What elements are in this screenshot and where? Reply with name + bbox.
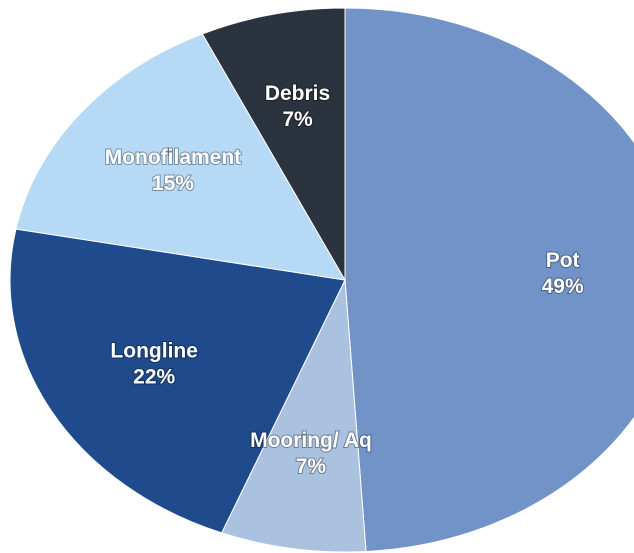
pie-slice — [344, 7, 634, 552]
slice-label: Debris — [265, 82, 330, 105]
pie-slice — [201, 7, 346, 282]
slice-value-label: 22% — [133, 366, 175, 389]
pie-slice — [15, 33, 346, 281]
slice-value-label: 7% — [296, 455, 327, 478]
pie — [9, 7, 634, 553]
slice-label: Mooring/ Aq — [250, 429, 372, 452]
labels: Pot 49% Mooring/ Aq 7% Longline 22% Monofilame… — [104, 81, 585, 479]
slice-label: Longline — [110, 340, 198, 363]
slice-value-label: 49% — [542, 275, 584, 298]
slice-value-label: 15% — [152, 172, 194, 195]
pie-slice — [9, 228, 346, 534]
slice-label: Monofilament — [105, 146, 242, 169]
slice-label: Pot — [546, 249, 580, 272]
slice-value-label: 7% — [282, 108, 313, 131]
pie-slice — [220, 278, 367, 553]
